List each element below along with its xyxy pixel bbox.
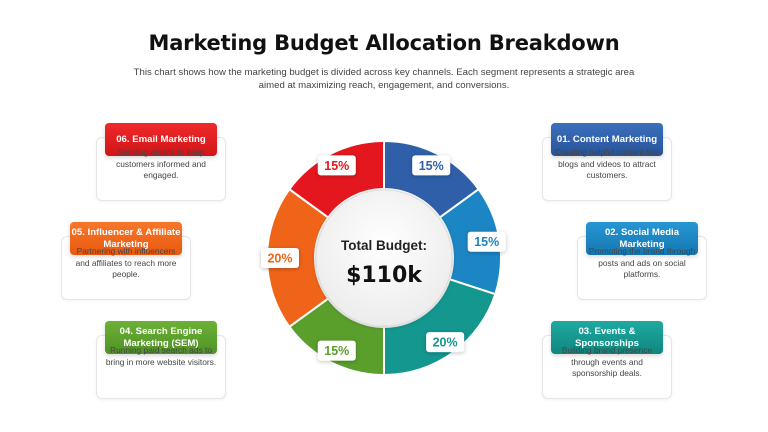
segment-value-label: 15% xyxy=(419,159,444,173)
card-events-sponsorships: 03. Events & Sponsorships Building brand… xyxy=(542,321,672,401)
segment-label-box xyxy=(467,231,506,252)
card-description: Promoting the brand through posts and ad… xyxy=(588,246,696,279)
donut-chart: Total Budget: $110k 15% 15% 20% 15% 20% 15% xyxy=(261,139,506,377)
segment-label-box xyxy=(412,155,451,176)
card-description: Building brand presence through events a… xyxy=(561,345,653,378)
card-description: Partnering with influencers and affiliat… xyxy=(75,246,177,279)
center-circle xyxy=(315,189,453,327)
card-badge: 04. Search Engine Marketing (SEM) xyxy=(105,321,217,354)
donut-segment xyxy=(287,139,385,219)
card-influencer-marketing: 05. Influencer & Affiliate Marketing Par… xyxy=(61,222,191,302)
card-description: Creating helpful content like blogs and … xyxy=(555,147,659,180)
total-budget-label: Total Budget: xyxy=(341,238,427,253)
card-badge: 05. Influencer & Affiliate Marketing xyxy=(70,222,182,255)
card-description: Running paid search ads to bring in more… xyxy=(105,345,217,367)
card-badge: 03. Events & Sponsorships xyxy=(551,321,663,354)
segment-value-label: 15% xyxy=(324,159,349,173)
segment-value-label: 20% xyxy=(433,336,458,350)
total-budget-value: $110k xyxy=(346,263,423,288)
card-badge: 02. Social Media Marketing xyxy=(586,222,698,255)
page-subtitle: This chart shows how the marketing budge… xyxy=(133,67,635,91)
card-content-marketing: 01. Content Marketing Creating helpful c… xyxy=(542,123,672,203)
card-sem: 04. Search Engine Marketing (SEM) Runnin… xyxy=(96,321,226,401)
segment-label-box xyxy=(317,340,356,361)
card-badge: 06. Email Marketing xyxy=(105,123,217,156)
segment-label-box xyxy=(317,155,356,176)
card-email-marketing: 06. Email Marketing Sending emails to ke… xyxy=(96,123,226,203)
segment-value-label: 20% xyxy=(267,252,292,266)
segment-label-box xyxy=(426,332,465,353)
segment-label-box xyxy=(261,248,299,268)
page-title: Marketing Budget Allocation Breakdown xyxy=(148,31,620,55)
card-social-media-marketing: 02. Social Media Marketing Promoting the… xyxy=(577,222,707,302)
segment-value-label: 15% xyxy=(474,235,499,249)
segment-value-label: 15% xyxy=(324,344,349,358)
card-badge: 01. Content Marketing xyxy=(551,123,663,156)
card-description: Sending emails to keep customers informe… xyxy=(116,147,206,180)
